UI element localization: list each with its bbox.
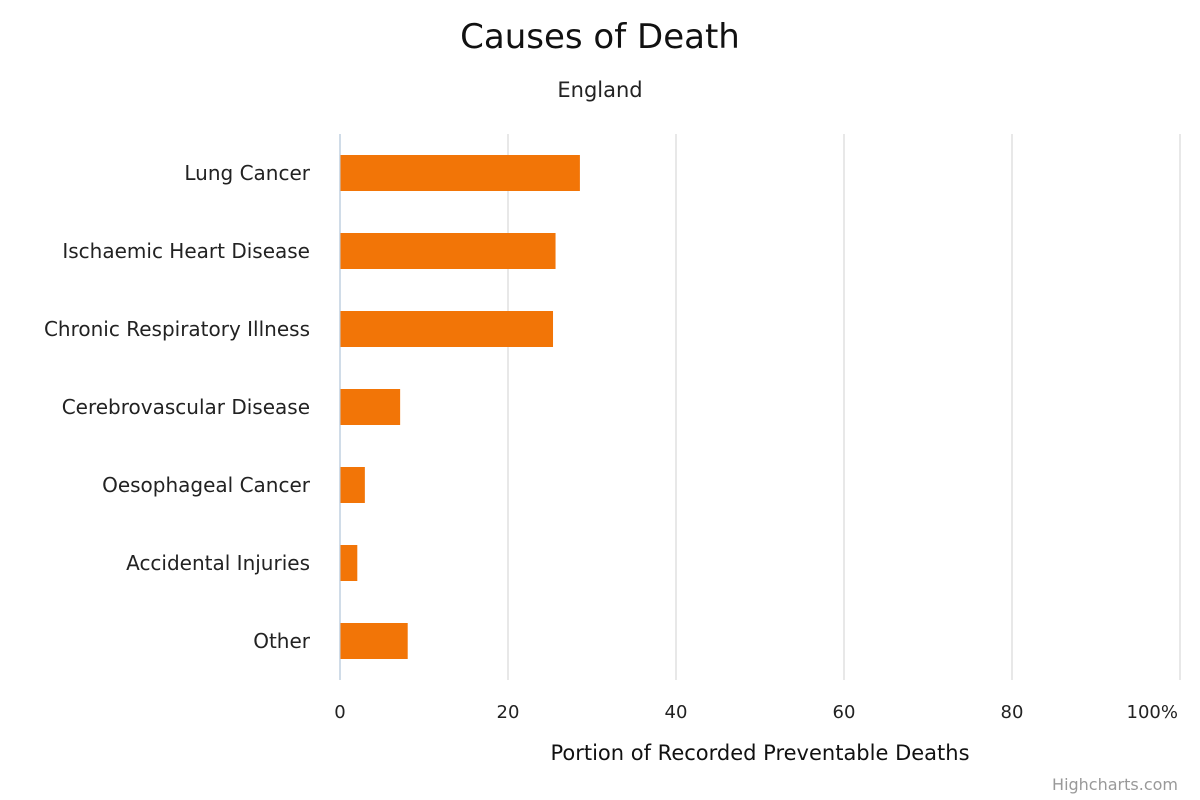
bar[interactable] [340, 233, 556, 269]
x-tick-label: 80 [1001, 702, 1024, 723]
bar[interactable] [340, 623, 408, 659]
credits-link[interactable]: Highcharts.com [1052, 775, 1178, 794]
category-label: Lung Cancer [184, 161, 310, 185]
category-label: Accidental Injuries [126, 551, 310, 575]
bar[interactable] [340, 545, 358, 581]
category-label: Ischaemic Heart Disease [62, 239, 310, 263]
category-label: Cerebrovascular Disease [62, 395, 310, 419]
bar[interactable] [340, 467, 365, 503]
bar[interactable] [340, 155, 580, 191]
x-tick-labels: 0 20 40 60 80 100% [334, 702, 1178, 723]
x-axis-title: Portion of Recorded Preventable Deaths [550, 741, 969, 765]
x-tick-label: 60 [833, 702, 856, 723]
bars-group [340, 155, 580, 659]
bar[interactable] [340, 311, 554, 347]
x-tick-label: 0 [334, 702, 345, 723]
x-tick-label: 40 [665, 702, 688, 723]
x-tick-label: 100% [1127, 702, 1178, 723]
category-labels: Lung Cancer Ischaemic Heart Disease Chroni… [44, 161, 311, 653]
category-label: Oesophageal Cancer [102, 473, 311, 497]
category-label: Other [253, 629, 311, 653]
chart-subtitle: England [557, 78, 642, 102]
grid-lines [339, 134, 1181, 680]
x-tick-label: 20 [497, 702, 520, 723]
bar[interactable] [340, 389, 401, 425]
category-label: Chronic Respiratory Illness [44, 317, 310, 341]
chart-title: Causes of Death [460, 17, 740, 57]
